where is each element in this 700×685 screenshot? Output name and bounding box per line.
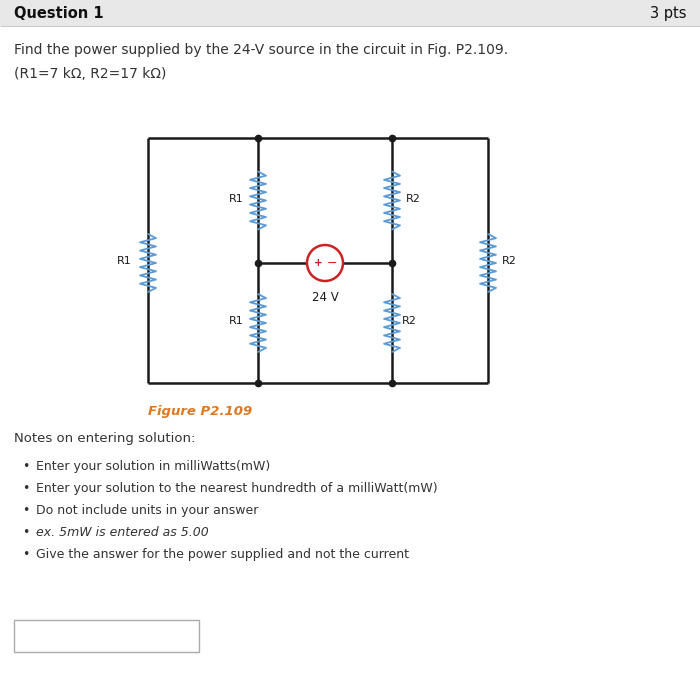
Text: 24 V: 24 V — [312, 291, 338, 304]
Text: Figure P2.109: Figure P2.109 — [148, 405, 252, 418]
Text: R2: R2 — [406, 193, 421, 203]
Text: Find the power supplied by the 24-V source in the circuit in Fig. P2.109.: Find the power supplied by the 24-V sour… — [14, 43, 508, 57]
Text: •: • — [22, 526, 29, 539]
Text: R2: R2 — [402, 316, 417, 326]
Text: •: • — [22, 482, 29, 495]
Text: R1: R1 — [118, 256, 132, 266]
Text: •: • — [22, 460, 29, 473]
Text: R1: R1 — [230, 193, 244, 203]
Text: (R1=7 kΩ, R2=17 kΩ): (R1=7 kΩ, R2=17 kΩ) — [14, 67, 167, 81]
Text: Do not include units in your answer: Do not include units in your answer — [36, 504, 258, 517]
Text: −: − — [327, 256, 337, 269]
Text: Question 1: Question 1 — [14, 5, 104, 21]
Text: ex. 5mW is entered as 5.00: ex. 5mW is entered as 5.00 — [36, 526, 209, 539]
Text: Notes on entering solution:: Notes on entering solution: — [14, 432, 195, 445]
Text: R2: R2 — [502, 256, 517, 266]
Bar — [0, 0, 700, 26]
Text: +: + — [314, 258, 323, 268]
Text: •: • — [22, 548, 29, 561]
Text: R1: R1 — [230, 316, 244, 326]
Bar — [14, 620, 199, 652]
Text: •: • — [22, 504, 29, 517]
Text: Give the answer for the power supplied and not the current: Give the answer for the power supplied a… — [36, 548, 409, 561]
Text: 3 pts: 3 pts — [650, 5, 686, 21]
Text: Enter your solution to the nearest hundredth of a milliWatt(mW): Enter your solution to the nearest hundr… — [36, 482, 437, 495]
Text: Enter your solution in milliWatts(mW): Enter your solution in milliWatts(mW) — [36, 460, 270, 473]
